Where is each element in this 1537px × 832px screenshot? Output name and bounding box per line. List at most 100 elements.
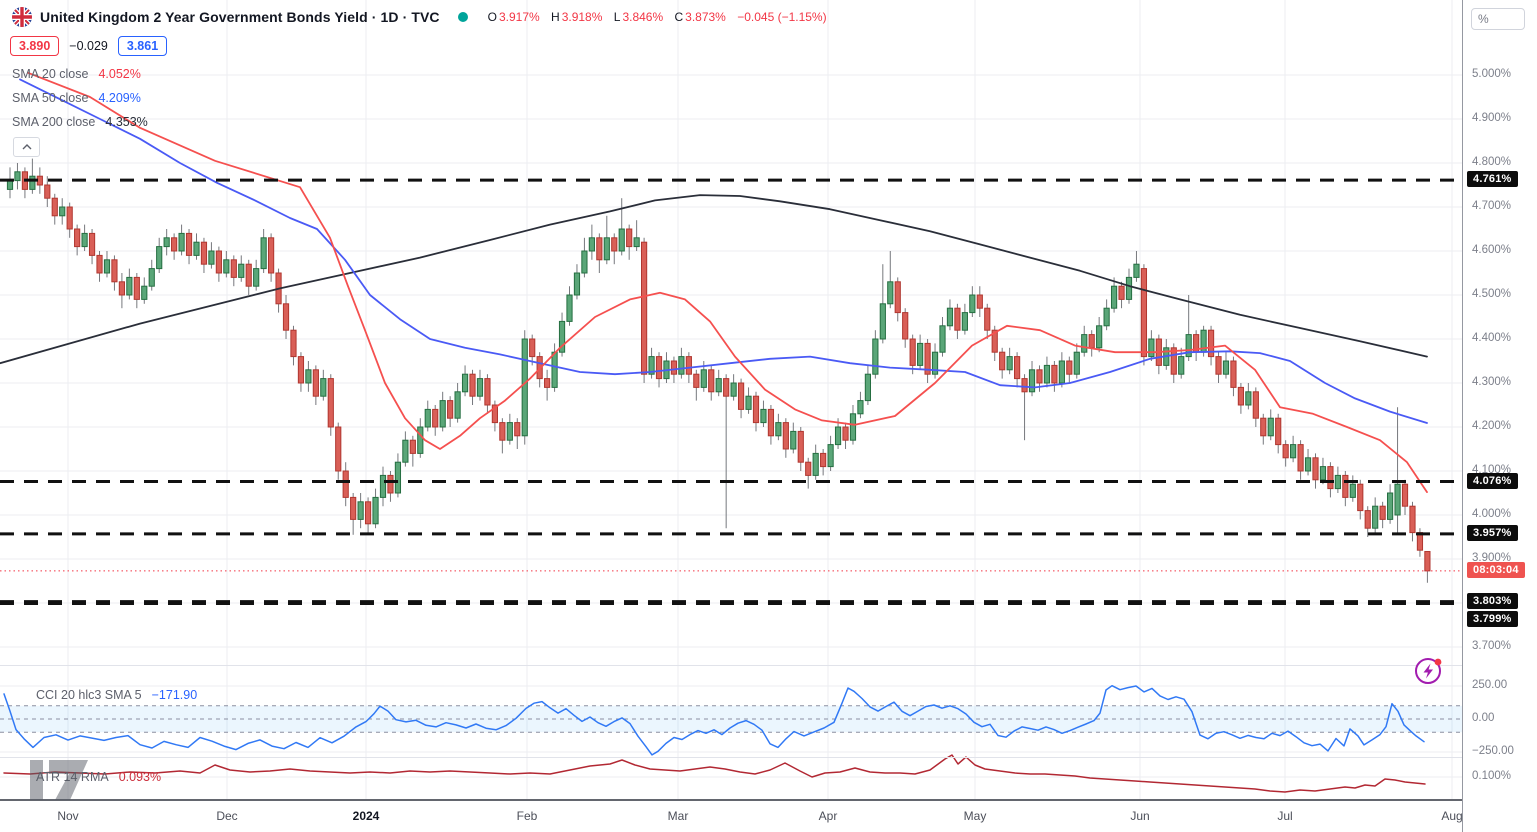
candle (581, 237, 588, 278)
cci-value: −171.90 (151, 688, 198, 702)
candle (633, 220, 640, 251)
candle (275, 268, 282, 313)
candle (529, 334, 536, 366)
legend-cci[interactable]: CCI 20 hlc3 SMA 5 −171.90 (36, 688, 198, 702)
candle (1409, 501, 1416, 542)
time-axis-label: 2024 (352, 809, 380, 823)
candle (812, 444, 819, 480)
candle (573, 264, 581, 300)
candle (394, 453, 402, 498)
candle (335, 422, 342, 480)
price-tick-label: 4.500% (1472, 288, 1512, 300)
price-tick-label: 4.200% (1472, 420, 1512, 432)
candle (133, 273, 140, 309)
candle (663, 352, 670, 383)
axis-unit-button[interactable]: % (1471, 8, 1525, 30)
candle (1148, 330, 1155, 361)
candle (1282, 440, 1289, 467)
candle (969, 286, 976, 317)
ohlc-low: 3.846% (622, 10, 664, 24)
candle (1342, 471, 1349, 507)
candle (1110, 277, 1118, 313)
level-price-badge[interactable]: 3.957% (1467, 524, 1518, 541)
candle (1379, 501, 1386, 529)
candle (946, 299, 954, 331)
price-tick-label: 4.300% (1472, 376, 1512, 388)
time-axis-label: Nov (57, 809, 79, 823)
price-tick-label: 4.000% (1472, 508, 1512, 520)
lightning-boost-icon[interactable] (1412, 653, 1446, 687)
legend-collapse-button[interactable] (13, 137, 40, 157)
quote-change: −0.029 (69, 39, 108, 53)
header: United Kingdom 2 Year Government Bonds Y… (12, 7, 829, 27)
candle (1319, 457, 1327, 485)
candle (931, 343, 939, 379)
candle (737, 378, 745, 419)
candle (66, 202, 73, 238)
candle (6, 167, 14, 199)
price-axis[interactable]: % 5.000% 4.900% 4.800% 4.700% 4.600% 4.500% 4.… (1462, 0, 1537, 832)
candle (693, 369, 700, 401)
level-price-badge[interactable]: 4.076% (1467, 472, 1518, 489)
bid-box[interactable]: 3.890 (10, 36, 60, 56)
candle (752, 391, 760, 432)
legend-sma-50[interactable]: SMA 50 close 4.209% (12, 91, 141, 105)
candle (103, 251, 111, 278)
candle (1424, 551, 1431, 583)
candle (872, 330, 879, 379)
candle (417, 418, 424, 458)
candle (655, 352, 663, 388)
time-axis-label: Jul (1277, 809, 1293, 823)
candle (1178, 347, 1185, 379)
candle (29, 158, 36, 194)
candle (74, 224, 81, 256)
level-price-badge[interactable]: 4.761% (1467, 171, 1518, 188)
candle (596, 233, 603, 273)
candle (215, 246, 222, 282)
candle (715, 369, 722, 397)
candle (1081, 325, 1088, 357)
candle (312, 365, 319, 405)
uk-flag-icon (12, 7, 32, 27)
candle (1066, 356, 1073, 383)
candle (514, 418, 521, 449)
candle (745, 387, 752, 414)
candle (1006, 347, 1013, 375)
candle (1215, 352, 1222, 383)
candle (506, 413, 513, 445)
candle (402, 431, 409, 467)
pane-separator-dark[interactable] (0, 799, 1462, 801)
candle (588, 224, 595, 260)
candle (342, 462, 349, 507)
level-price-badge[interactable]: 3.803% (1467, 592, 1518, 609)
candle (88, 229, 96, 265)
candle (797, 427, 804, 471)
candle (894, 277, 901, 322)
symbol-title[interactable]: United Kingdom 2 Year Government Bonds Y… (40, 9, 440, 25)
candle (387, 471, 394, 502)
candle (21, 167, 29, 199)
candle (1304, 449, 1312, 476)
price-tick-label: 4.700% (1472, 200, 1512, 212)
legend-sma-200[interactable]: SMA 200 close 4.353% (12, 115, 148, 129)
candle (611, 233, 618, 265)
candle (409, 435, 416, 467)
candle (917, 334, 924, 370)
time-axis[interactable]: Nov Dec 2024 Feb Mar Apr May Jun Jul Aug (0, 801, 1463, 832)
time-axis-label: Jun (1130, 809, 1150, 823)
candle (730, 374, 737, 401)
level-price-badge[interactable]: 3.799% (1467, 611, 1518, 628)
candle (805, 457, 812, 489)
candle (118, 273, 126, 309)
legend-sma-20[interactable]: SMA 20 close 4.052% (12, 67, 141, 81)
candle (1058, 352, 1065, 388)
candle (521, 330, 528, 445)
candle (909, 334, 916, 375)
atr-tick-label: 0.100% (1472, 770, 1512, 782)
candle (678, 347, 685, 379)
candle (708, 365, 715, 401)
chart-canvas[interactable] (0, 0, 1462, 800)
candle (260, 229, 267, 273)
candle (208, 242, 215, 269)
ask-box[interactable]: 3.861 (117, 36, 168, 56)
